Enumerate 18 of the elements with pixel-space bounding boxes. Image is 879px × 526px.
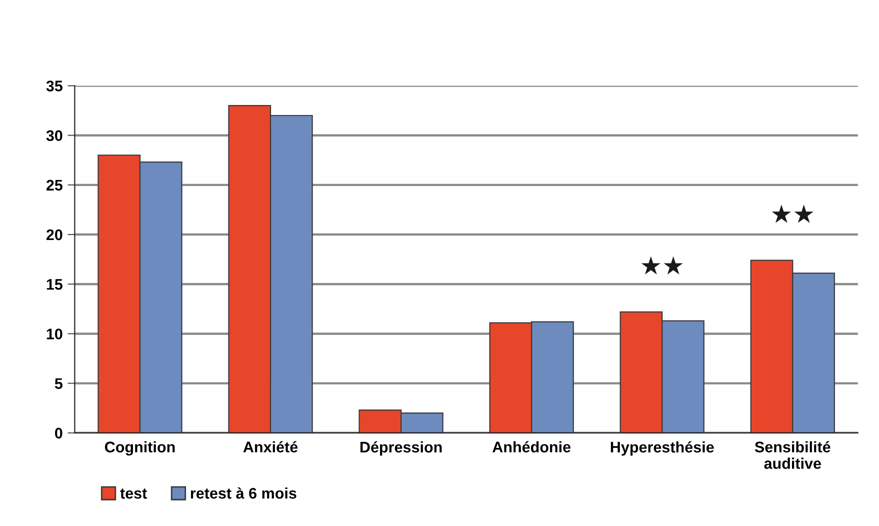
y-tick-label: 5 bbox=[54, 378, 62, 389]
y-tick-label: 0 bbox=[55, 428, 62, 439]
x-tick-label: Anxiété bbox=[243, 441, 298, 452]
x-tick-label: Cognition bbox=[104, 441, 175, 456]
legend-label: retest à 6 mois bbox=[190, 487, 296, 499]
legend-label: test bbox=[120, 488, 147, 499]
y-tick-label: 35 bbox=[46, 80, 62, 92]
y-tick-label: 30 bbox=[46, 130, 62, 142]
y-tick-label: 10 bbox=[46, 328, 62, 340]
y-tick-label: 25 bbox=[46, 180, 62, 191]
annotation: ★★ bbox=[772, 204, 814, 223]
y-tick-label: 20 bbox=[46, 229, 62, 240]
y-tick-label: 15 bbox=[46, 279, 62, 290]
x-tick-label: Anhédonie bbox=[492, 441, 571, 452]
x-tick-label: Dépression bbox=[360, 441, 442, 456]
x-tick-label: Hyperesthésie bbox=[610, 441, 714, 456]
annotation: ★★ bbox=[641, 256, 683, 274]
x-tick-label: Sensibilité auditive bbox=[754, 441, 830, 469]
